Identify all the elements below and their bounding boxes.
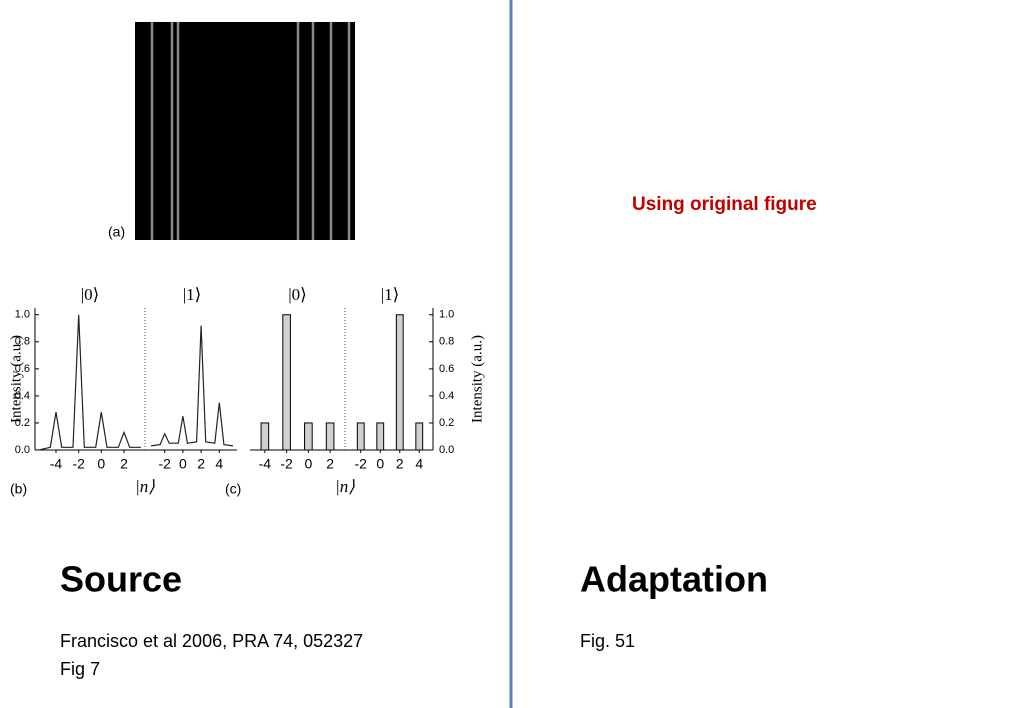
- intensity-line: [150, 325, 234, 447]
- state-title: |0⟩: [288, 285, 307, 304]
- y-tick-label: 0.6: [15, 363, 30, 375]
- panel-a-lines: [150, 22, 351, 240]
- panel-label: (a): [108, 224, 125, 240]
- x-tick-label: 0: [97, 456, 105, 472]
- x-tick-label: 2: [396, 456, 404, 472]
- bar: [282, 314, 291, 451]
- x-axis-label: |n⟩: [135, 477, 155, 496]
- x-tick-label: 2: [326, 456, 334, 472]
- panel-label: (b): [10, 481, 27, 497]
- x-axis-label: |n⟩: [335, 477, 355, 496]
- panel-label: (c): [225, 481, 241, 497]
- bar: [415, 422, 424, 451]
- state-title: |1⟩: [183, 285, 202, 304]
- y-tick-label: 0.2: [439, 417, 454, 429]
- y-tick-label: 0.2: [15, 417, 30, 429]
- x-tick-label: -4: [259, 456, 272, 472]
- y-tick-label: 1.0: [15, 309, 30, 321]
- x-tick-label: 2: [120, 456, 128, 472]
- y-tick-label: 0.6: [439, 363, 454, 375]
- heading: Adaptation: [580, 559, 768, 600]
- bar: [395, 314, 404, 451]
- y-tick-label: 0.8: [15, 336, 30, 348]
- x-tick-label: 4: [215, 456, 223, 472]
- bar: [325, 422, 335, 451]
- x-tick-label: 2: [197, 456, 205, 472]
- bar: [260, 422, 270, 451]
- x-tick-label: -2: [280, 456, 293, 472]
- y-tick-label: 1.0: [439, 309, 454, 321]
- adaptation-text: Fig. 51: [580, 631, 635, 651]
- x-tick-label: -2: [355, 456, 368, 472]
- y-tick-label: 0.4: [15, 390, 30, 402]
- state-title: |0⟩: [81, 285, 100, 304]
- x-tick-label: 0: [304, 456, 312, 472]
- heading: Source: [60, 559, 182, 600]
- panel-a-image: [135, 22, 355, 240]
- y-axis-label: Intensity (a.u.): [469, 335, 485, 423]
- intensity-line: [38, 314, 141, 451]
- y-tick-label: 0.8: [439, 336, 454, 348]
- x-tick-label: -4: [50, 456, 63, 472]
- x-tick-label: -2: [158, 456, 171, 472]
- y-tick-label: 0.0: [15, 444, 30, 456]
- x-tick-label: -2: [72, 456, 85, 472]
- x-tick-label: 4: [415, 456, 423, 472]
- x-tick-label: 0: [376, 456, 384, 472]
- y-tick-label: 0.0: [439, 444, 454, 456]
- note: Using original figure: [632, 194, 817, 215]
- bar: [304, 422, 313, 451]
- y-tick-label: 0.4: [439, 390, 454, 402]
- state-title: |1⟩: [381, 285, 400, 304]
- bar: [376, 422, 385, 451]
- citation: Fig 7: [60, 659, 100, 679]
- x-tick-label: 0: [179, 456, 187, 472]
- y-axis-label: Intensity (a.u.): [8, 335, 24, 423]
- citation: Francisco et al 2006, PRA 74, 052327: [60, 631, 363, 651]
- bar: [356, 422, 365, 451]
